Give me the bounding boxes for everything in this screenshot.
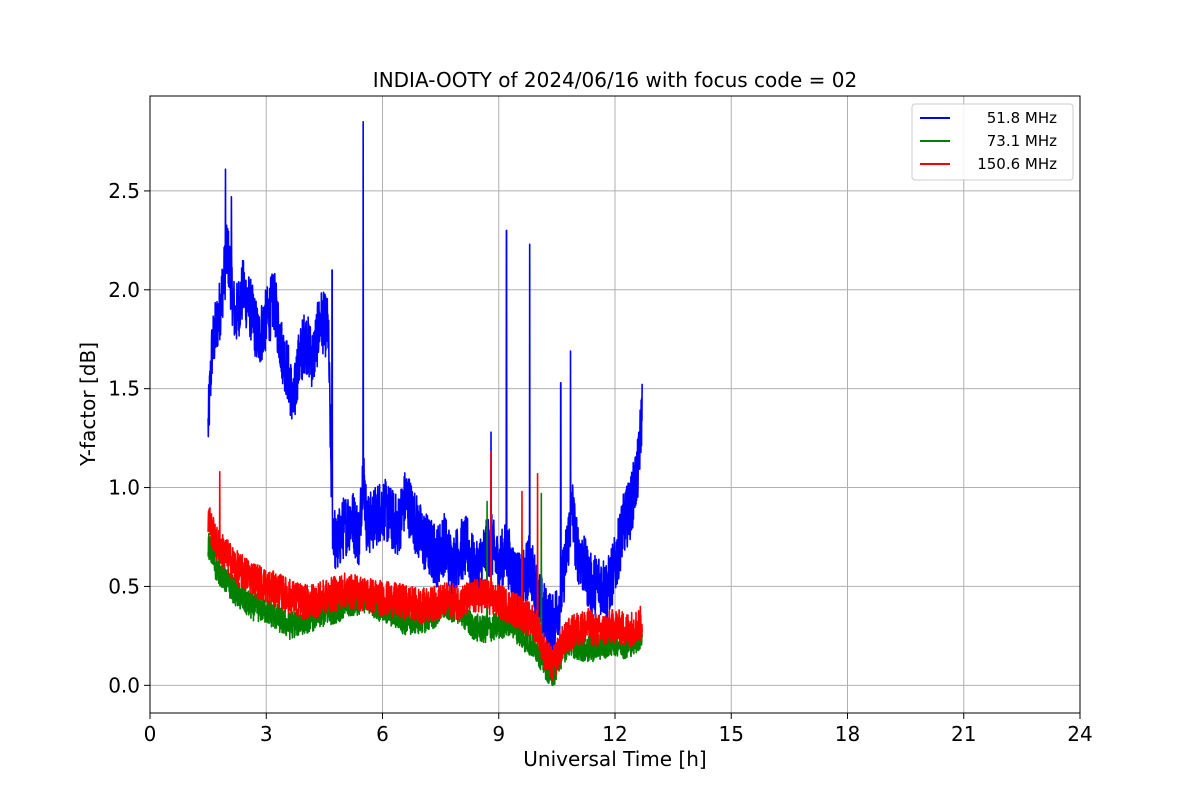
plot-lines [207,120,643,687]
y-axis: 0.0 0.5 1.0 1.5 2.0 2.5 [108,179,150,697]
x-tick-label: 15 [719,722,744,746]
x-axis-title: Universal Time [h] [523,747,706,771]
y-tick-label: 2.0 [108,278,140,302]
x-tick-label: 0 [144,722,157,746]
series-line [207,120,643,657]
x-tick-label: 9 [492,722,505,746]
chart-title: INDIA-OOTY of 2024/06/16 with focus code… [373,68,857,92]
legend-label: 51.8 MHz [987,109,1057,127]
x-axis: 0 3 6 9 12 15 18 21 24 [144,713,1093,746]
y-tick-label: 2.5 [108,179,140,203]
legend-box [911,103,1074,181]
x-tick-label: 3 [260,722,273,746]
x-tick-label: 6 [376,722,389,746]
x-tick-label: 18 [835,722,860,746]
x-tick-label: 21 [951,722,976,746]
series-line [207,451,643,682]
y-tick-label: 0.5 [108,574,140,598]
x-tick-label: 12 [602,722,627,746]
legend-label: 73.1 MHz [987,132,1057,150]
legend-label: 150.6 MHz [977,155,1057,173]
y-tick-label: 1.0 [108,476,140,500]
legend: 51.8 MHz 73.1 MHz 150.6 MHz [911,103,1074,181]
x-tick-label: 24 [1067,722,1092,746]
y-tick-label: 1.5 [108,377,140,401]
y-tick-label: 0.0 [108,673,140,697]
y-axis-title: Y-factor [dB] [76,342,100,467]
